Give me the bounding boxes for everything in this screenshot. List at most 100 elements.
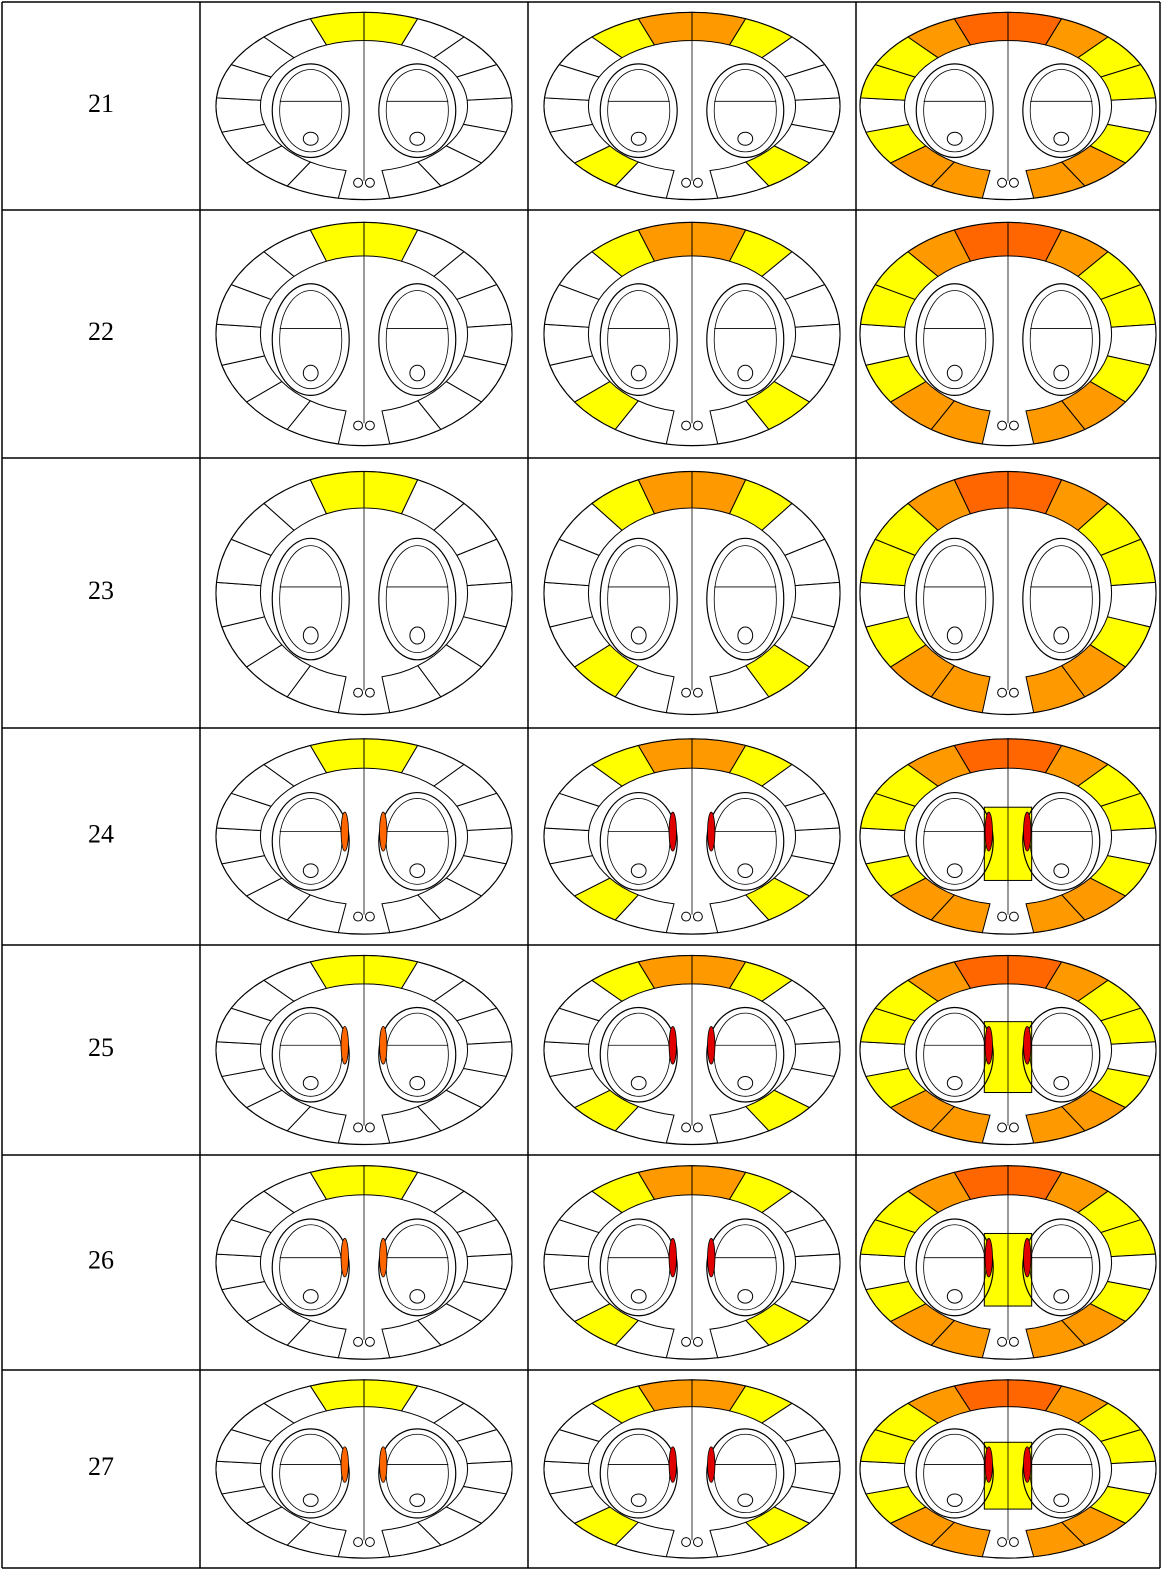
inner-lobe xyxy=(279,545,343,653)
cortex-region xyxy=(709,400,770,445)
inner-lobe xyxy=(271,537,350,661)
inner-lobe xyxy=(706,1428,785,1519)
inner-lobe xyxy=(706,537,785,661)
streak-region xyxy=(340,1237,349,1278)
small-nucleus xyxy=(353,911,364,922)
cortex-region xyxy=(1025,161,1086,199)
ventricle xyxy=(737,863,754,879)
ventricle xyxy=(409,626,426,645)
section-diagram xyxy=(859,221,1157,447)
inner-lobe xyxy=(599,1218,678,1317)
cortex-region xyxy=(709,894,770,934)
inner-lobe xyxy=(599,283,678,396)
cortex-region xyxy=(709,1319,770,1359)
inner-lobe xyxy=(271,1218,350,1317)
streak-region xyxy=(707,811,716,852)
section-diagram xyxy=(215,738,513,935)
cortex-region xyxy=(1025,1521,1086,1558)
inner-lobe xyxy=(607,69,671,153)
section-diagram xyxy=(215,1165,513,1360)
cortex-region xyxy=(1025,894,1086,934)
inner-lobe xyxy=(378,1006,457,1103)
streak-region xyxy=(379,1446,388,1483)
small-nucleus xyxy=(692,687,703,698)
section-diagram xyxy=(215,221,513,447)
ventricle xyxy=(1053,364,1070,382)
ventricle xyxy=(409,1493,426,1507)
ventricle xyxy=(946,364,963,382)
inner-lobe xyxy=(706,1218,785,1317)
inner-lobe xyxy=(706,1006,785,1103)
small-nucleus xyxy=(692,177,703,188)
small-nucleus xyxy=(692,420,703,431)
section-diagram xyxy=(543,221,841,447)
small-nucleus xyxy=(997,177,1008,188)
ventricle xyxy=(946,626,963,645)
small-nucleus xyxy=(681,420,692,431)
streak-region xyxy=(707,1025,716,1065)
ventricle xyxy=(737,1493,754,1507)
section-diagram xyxy=(215,470,513,716)
inner-lobe xyxy=(915,283,994,396)
streak-region xyxy=(1023,811,1032,852)
small-nucleus xyxy=(364,1336,375,1347)
ventricle xyxy=(946,1493,963,1507)
inner-lobe xyxy=(279,69,343,153)
small-nucleus xyxy=(692,1336,703,1347)
section-label: 21 xyxy=(88,89,114,118)
small-nucleus xyxy=(353,1537,364,1548)
ventricle xyxy=(946,1289,963,1304)
inner-lobe xyxy=(271,1006,350,1103)
ventricle xyxy=(409,131,426,146)
inner-lobe xyxy=(1022,791,1101,891)
inner-lobe xyxy=(378,791,457,891)
small-nucleus xyxy=(364,420,375,431)
small-nucleus xyxy=(1008,1336,1019,1347)
inner-lobe xyxy=(378,1218,457,1317)
small-nucleus xyxy=(997,687,1008,698)
ventricle xyxy=(630,1075,647,1091)
streak-region xyxy=(1023,1237,1032,1278)
section-diagram xyxy=(543,11,841,201)
inner-lobe xyxy=(1029,545,1093,653)
ventricle xyxy=(409,364,426,382)
inner-lobe xyxy=(378,63,457,159)
ventricle xyxy=(1053,626,1070,645)
section-diagram xyxy=(543,1165,841,1360)
ventricle xyxy=(630,626,647,645)
ventricle xyxy=(630,1289,647,1304)
ventricle xyxy=(630,1493,647,1507)
cortex-region xyxy=(1025,1105,1086,1144)
inner-lobe xyxy=(915,63,994,159)
cortex-region xyxy=(709,665,770,714)
cortex-region xyxy=(1025,1319,1086,1359)
inner-lobe xyxy=(1022,63,1101,159)
small-nucleus xyxy=(692,1122,703,1133)
small-nucleus xyxy=(1008,420,1019,431)
section-diagram xyxy=(859,1165,1157,1360)
inner-lobe xyxy=(923,545,987,653)
ventricle xyxy=(1053,1289,1070,1304)
small-nucleus xyxy=(681,1537,692,1548)
inner-lobe xyxy=(713,545,777,653)
inner-lobe xyxy=(713,290,777,390)
cortex-region xyxy=(709,1105,770,1144)
inner-lobe xyxy=(271,791,350,891)
small-nucleus xyxy=(353,420,364,431)
inner-lobe xyxy=(1022,1006,1101,1103)
small-nucleus xyxy=(1008,1122,1019,1133)
inner-lobe xyxy=(706,791,785,891)
small-nucleus xyxy=(681,1122,692,1133)
inner-lobe xyxy=(915,1006,994,1103)
ventricle xyxy=(302,626,319,645)
cortex-region xyxy=(709,161,770,199)
cortex-region xyxy=(1025,665,1086,714)
inner-lobe xyxy=(1022,1218,1101,1317)
inner-lobe xyxy=(271,63,350,159)
cortex-region xyxy=(381,161,442,199)
small-nucleus xyxy=(364,911,375,922)
small-nucleus xyxy=(997,911,1008,922)
inner-lobe xyxy=(385,545,449,653)
ventricle xyxy=(630,863,647,879)
